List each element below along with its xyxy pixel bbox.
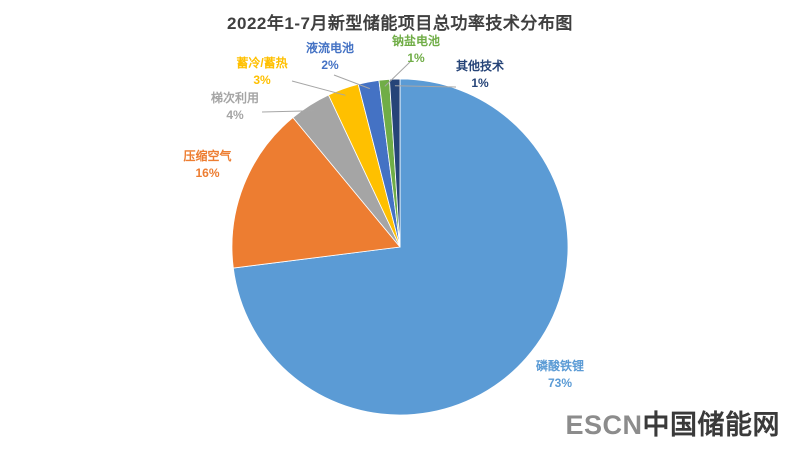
slice-label-lfp: 磷酸铁锂 73% <box>505 358 615 392</box>
pie-slice-0 <box>232 78 569 416</box>
chart-title: 2022年1-7月新型储能项目总功率技术分布图 <box>227 14 573 33</box>
watermark-escn: ESCN <box>565 410 643 440</box>
leader-line-3 <box>291 80 346 96</box>
slice-name: 压缩空气 <box>183 149 232 163</box>
pie-slice-6 <box>389 78 401 248</box>
leader-line-6 <box>394 85 457 88</box>
watermark-logo: ESCN中国储能网 <box>565 403 780 442</box>
slice-name: 梯次利用 <box>210 91 259 105</box>
leader-line-2 <box>261 110 314 113</box>
leader-line-5 <box>384 61 411 87</box>
slice-label-flow-battery: 液流电池 2% <box>285 40 375 74</box>
slice-name: 其他技术 <box>455 59 504 73</box>
slice-name: 液流电池 <box>305 41 354 55</box>
slice-percent: 3% <box>253 72 271 87</box>
slice-label-other-tech: 其他技术 1% <box>435 58 525 92</box>
slice-label-compressed-air: 压缩空气 16% <box>165 148 250 182</box>
slice-percent: 4% <box>226 107 244 122</box>
slice-name: 磷酸铁锂 <box>535 359 584 373</box>
leader-line-4 <box>333 74 370 90</box>
slice-percent: 1% <box>471 75 489 90</box>
watermark-site-name: 中国储能网 <box>642 410 780 440</box>
slice-percent: 2% <box>321 57 339 72</box>
slice-name: 钠盐电池 <box>391 34 440 48</box>
slice-label-ladder-use: 梯次利用 4% <box>195 90 275 124</box>
pie-slice-1 <box>231 116 401 269</box>
slice-name: 蓄冷/蓄热 <box>236 56 288 70</box>
slice-percent: 16% <box>195 165 220 180</box>
slice-label-sodium-battery: 钠盐电池 1% <box>371 33 461 67</box>
slice-percent: 1% <box>407 50 425 65</box>
slice-percent: 73% <box>547 375 573 390</box>
slice-label-thermal-storage: 蓄冷/蓄热 3% <box>217 55 307 89</box>
